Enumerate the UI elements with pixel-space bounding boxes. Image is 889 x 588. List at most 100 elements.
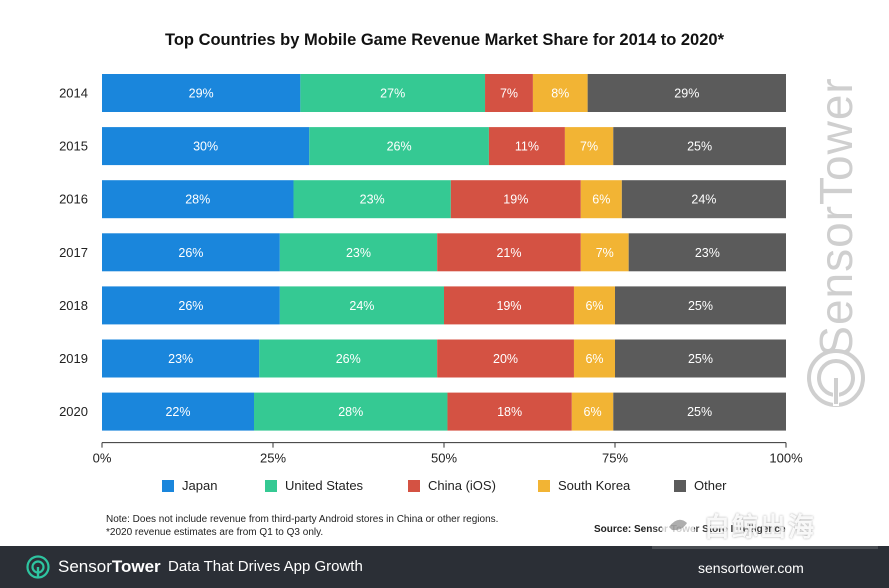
bar-segment xyxy=(102,233,280,272)
bar-segment xyxy=(279,233,438,272)
footer-brand: SensorTower xyxy=(58,557,161,577)
x-tick-label: 25% xyxy=(260,451,286,466)
note-line-2: *2020 revenue estimates are from Q1 to Q… xyxy=(106,527,324,538)
bar-segment xyxy=(102,127,310,166)
bar-segment xyxy=(309,127,489,166)
footer-brand-bold: Tower xyxy=(111,557,161,576)
y-category-label: 2015 xyxy=(59,139,88,154)
sensortower-logo-icon xyxy=(807,349,865,407)
data-label: 7% xyxy=(596,246,614,260)
stamp-text: 白鲸出海 xyxy=(704,512,817,542)
legend-swatch xyxy=(408,479,420,492)
legend-swatch xyxy=(265,479,277,492)
footer-brand-light: Sensor xyxy=(58,557,112,576)
legend-label: China (iOS) xyxy=(428,478,496,493)
data-label: 7% xyxy=(580,140,598,154)
data-label: 28% xyxy=(338,405,363,419)
data-label: 23% xyxy=(695,246,720,260)
legend-swatch xyxy=(538,479,550,492)
y-category-label: 2017 xyxy=(59,245,88,260)
data-label: 24% xyxy=(691,193,716,207)
legend-label: Other xyxy=(694,478,727,493)
bar-segment xyxy=(573,339,615,378)
data-label: 6% xyxy=(585,352,603,366)
y-category-label: 2018 xyxy=(59,298,88,313)
sensortower-watermark: SensorTower xyxy=(806,77,866,422)
data-label: 29% xyxy=(189,87,214,101)
data-label: 22% xyxy=(165,405,190,419)
bar-segment xyxy=(102,74,301,112)
footer-url: sensortower.com xyxy=(698,560,804,576)
bar-segment xyxy=(102,339,260,378)
whale-icon xyxy=(662,507,694,539)
sensortower-footer-logo-icon xyxy=(26,555,50,579)
bar-segment xyxy=(613,392,786,431)
bar-segment xyxy=(279,286,444,325)
data-label: 23% xyxy=(346,246,371,260)
data-label: 20% xyxy=(493,352,518,366)
bar-segment xyxy=(485,74,533,112)
x-tick-label: 0% xyxy=(93,451,112,466)
data-label: 25% xyxy=(687,405,712,419)
data-label: 26% xyxy=(178,246,203,260)
y-category-label: 2019 xyxy=(59,351,88,366)
x-tick-label: 100% xyxy=(769,451,803,466)
data-label: 25% xyxy=(687,140,712,154)
chart-title: Top Countries by Mobile Game Revenue Mar… xyxy=(164,31,725,49)
bar-segment xyxy=(300,74,486,112)
legend-item: Other xyxy=(674,478,727,493)
bar-segment xyxy=(587,74,786,112)
data-label: 11% xyxy=(515,140,539,154)
legend-swatch xyxy=(162,479,174,492)
legend-item: United States xyxy=(265,478,363,493)
bar-segment xyxy=(444,286,574,325)
bar-segment xyxy=(628,233,786,272)
data-label: 27% xyxy=(380,87,405,101)
legend-swatch xyxy=(674,479,686,492)
stacked-bar-chart: 0% 25% 50% 75% 100% 2014 29% 27% 7% 8% 29% 2015 30% 2… xyxy=(59,74,803,466)
bar-segment xyxy=(615,339,786,378)
y-category-label: 2016 xyxy=(59,192,88,207)
chart-notes: Note: Does not include revenue from thir… xyxy=(106,513,498,539)
bar-segment xyxy=(437,339,574,378)
legend-item: South Korea xyxy=(538,478,630,493)
data-label: 6% xyxy=(592,193,610,207)
data-label: 25% xyxy=(688,299,713,313)
data-label: 8% xyxy=(551,87,569,101)
note-line-1: Note: Does not include revenue from thir… xyxy=(106,514,499,525)
y-category-label: 2014 xyxy=(59,86,88,101)
data-label: 25% xyxy=(688,352,713,366)
bar-segment xyxy=(615,286,786,325)
bar-segment xyxy=(102,180,294,219)
bar-segment xyxy=(580,233,629,272)
bar-segment xyxy=(102,286,280,325)
data-label: 7% xyxy=(500,87,518,101)
data-label: 23% xyxy=(360,193,385,207)
footer-bar: SensorTower Data That Drives App Growth … xyxy=(0,546,889,588)
data-label: 19% xyxy=(503,193,528,207)
bar-segment xyxy=(102,392,254,431)
footer-tagline: Data That Drives App Growth xyxy=(168,558,363,575)
bar-segment xyxy=(259,339,438,378)
bar-segment xyxy=(580,180,622,219)
bar-segment xyxy=(532,74,588,112)
y-category-label: 2020 xyxy=(59,404,88,419)
data-label: 23% xyxy=(168,352,193,366)
data-label: 19% xyxy=(496,299,521,313)
bar-segment xyxy=(488,127,565,166)
data-label: 26% xyxy=(387,140,412,154)
data-label: 6% xyxy=(585,299,603,313)
bar-segment xyxy=(571,392,614,431)
data-label: 21% xyxy=(496,246,521,260)
bar-segment xyxy=(613,127,786,166)
legend-item: Japan xyxy=(162,478,217,493)
bar-segment xyxy=(450,180,581,219)
legend-label: South Korea xyxy=(558,478,631,493)
legend-label: Japan xyxy=(182,478,218,493)
data-label: 26% xyxy=(336,352,361,366)
legend-item: China (iOS) xyxy=(408,478,496,493)
data-label: 6% xyxy=(584,405,602,419)
chart-legend: Japan United States China (iOS) South Korea… xyxy=(0,478,889,498)
baijing-watermark-stamp: 白鲸出海 xyxy=(652,497,878,549)
bar-segment xyxy=(437,233,581,272)
